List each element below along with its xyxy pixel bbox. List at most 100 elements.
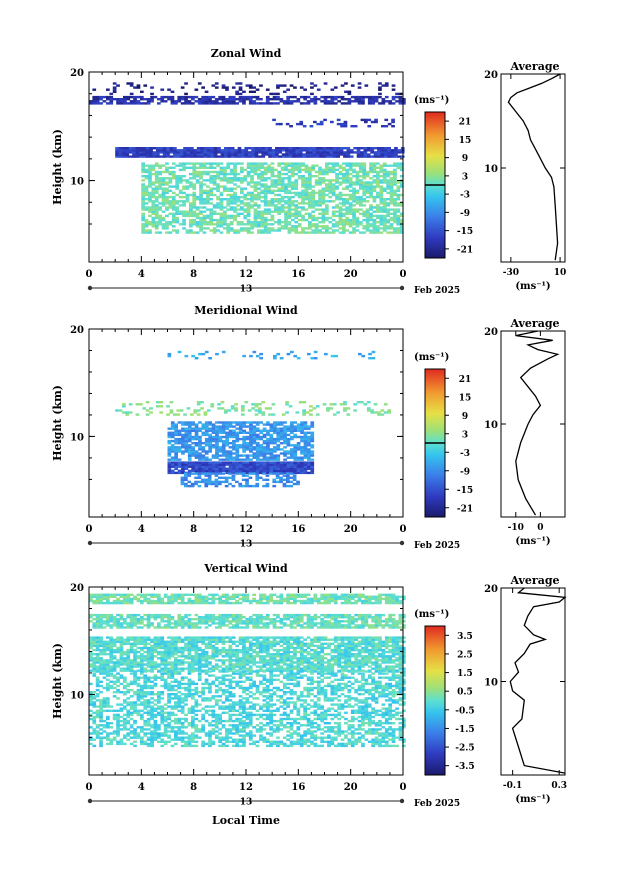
heatmap-cell	[181, 469, 185, 472]
heatmap-cell	[289, 593, 294, 596]
heatmap-cell	[269, 98, 273, 101]
heatmap-cell	[141, 198, 145, 201]
heatmap-cell	[361, 100, 365, 103]
heatmap-cell	[382, 164, 387, 167]
heatmap-cell	[160, 597, 165, 601]
heatmap-cell	[269, 439, 274, 443]
colorbar-tick-label: -9	[460, 209, 470, 219]
heatmap-cell	[233, 177, 237, 180]
heatmap-cell	[180, 622, 185, 625]
heatmap-cell	[115, 409, 119, 412]
heatmap-cell	[398, 616, 403, 619]
heatmap-cell	[259, 467, 263, 470]
heatmap-cell	[286, 665, 290, 668]
heatmap-cell	[135, 151, 140, 154]
heatmap-cell	[303, 433, 308, 437]
heatmap-cell	[125, 147, 130, 150]
heatmap-cell	[374, 98, 379, 101]
heatmap-cell	[144, 191, 149, 195]
heatmap-cell	[342, 193, 346, 197]
heatmap-cell	[191, 421, 195, 424]
heatmap-cell	[187, 458, 192, 461]
heatmap-cell	[249, 450, 253, 453]
heatmap-cell	[252, 593, 256, 596]
heatmap-cell	[151, 200, 156, 203]
heatmap-cell	[126, 95, 131, 99]
heatmap-cell	[280, 204, 285, 207]
heatmap-cell	[211, 467, 216, 470]
heatmap-cell	[277, 164, 282, 167]
heatmap-cell	[116, 665, 120, 668]
heatmap-cell	[271, 149, 276, 152]
heatmap-cell	[293, 620, 297, 623]
heatmap-cell	[221, 429, 226, 432]
heatmap-cell	[393, 175, 397, 178]
heatmap-cell	[292, 149, 296, 152]
heatmap-cell	[242, 450, 246, 453]
heatmap-cell	[214, 100, 219, 103]
colorbar-tick-label: -15	[457, 486, 473, 496]
heatmap-cell	[102, 665, 107, 668]
heatmap-cell	[310, 446, 315, 449]
heatmap-cell	[263, 187, 268, 190]
heatmap-cell	[357, 98, 362, 101]
heatmap-cell	[333, 595, 338, 598]
heatmap-cell	[161, 181, 166, 184]
heatmap-cell	[320, 613, 324, 617]
heatmap-cell	[238, 423, 243, 426]
heatmap-cell	[245, 484, 249, 488]
heatmap-cell	[201, 620, 205, 623]
heatmap-cell	[347, 92, 352, 96]
heatmap-cell	[324, 352, 328, 356]
heatmap-cell	[338, 218, 343, 222]
heatmap-cell	[99, 626, 103, 629]
heatmap-cell	[313, 624, 318, 627]
heatmap-cell	[211, 616, 216, 619]
heatmap-cell	[295, 147, 300, 150]
heatmap-cell	[402, 100, 406, 103]
heatmap-cell	[116, 100, 120, 103]
heatmap-cell	[142, 155, 147, 158]
heatmap-cell	[342, 187, 346, 190]
heatmap-cell	[209, 218, 214, 222]
heatmap-cell	[141, 187, 145, 190]
heatmap-cell	[242, 622, 246, 625]
heatmap-cell	[314, 202, 319, 205]
heatmap-cell	[191, 442, 195, 445]
heatmap-cell	[289, 595, 294, 598]
heatmap-cell	[335, 172, 339, 176]
heatmap-cell	[372, 218, 377, 222]
heatmap-cell	[300, 439, 304, 443]
heatmap-cell	[192, 187, 197, 190]
heatmap-cell	[143, 102, 148, 105]
heatmap-cell	[204, 480, 209, 484]
heatmap-cell	[309, 149, 313, 152]
heatmap-cell	[242, 626, 246, 629]
heatmap-cell	[376, 227, 380, 230]
heatmap-cell	[248, 100, 253, 103]
heatmap-cell	[355, 191, 360, 195]
heatmap-cell	[331, 223, 336, 226]
heatmap-cell	[386, 208, 390, 211]
heatmap-cell	[345, 216, 350, 220]
heatmap-cell	[145, 413, 150, 416]
heatmap-cell	[135, 147, 140, 150]
heatmap-cell	[143, 618, 148, 621]
heatmap-cell	[106, 593, 110, 596]
heatmap-cell	[159, 147, 164, 150]
heatmap-cell	[201, 442, 206, 445]
heatmap-cell	[296, 482, 300, 486]
heatmap-cell	[218, 480, 222, 484]
heatmap-cell	[352, 187, 356, 190]
heatmap-cell	[279, 622, 284, 625]
heatmap-cell	[242, 454, 246, 457]
heatmap-cell	[199, 218, 203, 222]
heatmap-cell	[270, 172, 275, 176]
heatmap-cell	[177, 421, 182, 424]
heatmap-cell	[308, 179, 312, 182]
heatmap-cell	[277, 177, 282, 180]
heatmap-cell	[187, 102, 192, 105]
heatmap-cell	[303, 95, 307, 99]
heatmap-cell	[160, 599, 165, 603]
heatmap-cell	[238, 444, 243, 447]
